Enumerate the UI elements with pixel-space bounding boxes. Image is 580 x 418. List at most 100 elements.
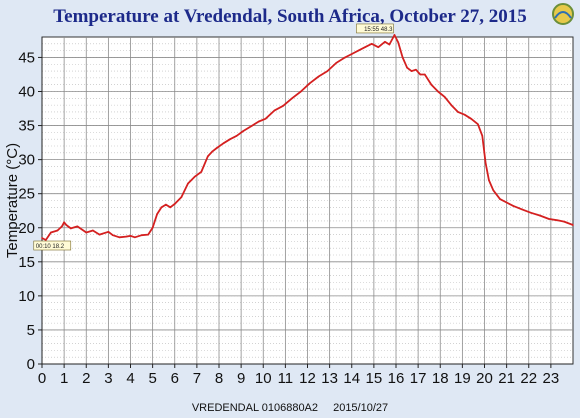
x-tick-label: 3: [104, 370, 112, 387]
series-points: [41, 34, 574, 241]
min-label-box: [33, 240, 72, 251]
data-point: [63, 221, 65, 224]
data-point: [242, 130, 245, 132]
data-point: [264, 117, 267, 120]
data-point: [229, 138, 231, 140]
data-point: [92, 229, 94, 232]
data-point: [140, 234, 143, 237]
data-point: [384, 40, 386, 43]
x-tick-label: 10: [255, 370, 272, 387]
data-point: [326, 70, 329, 72]
footer: VREDENDAL 0106880A2 2015/10/27: [0, 402, 580, 414]
max-annotation: 15:55 48.3: [356, 23, 394, 34]
data-point: [258, 120, 260, 123]
logo-icon: [552, 3, 574, 25]
data-point: [415, 68, 417, 71]
data-point: [50, 231, 52, 234]
data-point: [65, 224, 68, 226]
data-point: [499, 198, 501, 200]
y-tick-label: 45: [18, 49, 35, 66]
y-tick-label: 20: [18, 220, 35, 237]
data-point: [521, 208, 523, 211]
data-point: [300, 90, 302, 93]
data-point: [156, 213, 158, 215]
data-point: [160, 206, 163, 209]
data-point: [44, 239, 47, 241]
x-tick-label: 4: [126, 370, 134, 387]
x-tick-label: 9: [237, 370, 245, 387]
x-tick-label: 1: [60, 370, 68, 387]
data-point: [344, 56, 346, 59]
data-point: [165, 203, 167, 206]
data-point: [410, 70, 413, 72]
data-point: [457, 111, 459, 113]
y-tick-label: 35: [18, 118, 35, 135]
grid: [42, 37, 573, 365]
x-tick-label: 6: [171, 370, 179, 387]
data-point: [370, 43, 373, 45]
data-point: [492, 189, 495, 192]
data-point: [572, 224, 574, 226]
x-tick-label: 11: [278, 370, 294, 387]
data-point: [107, 231, 110, 233]
data-point: [505, 201, 508, 204]
x-tick-label: 19: [454, 370, 471, 387]
y-tick-label: 30: [18, 152, 35, 169]
y-tick-label: 25: [18, 186, 35, 203]
min-annotation: 00:10 18.2: [33, 240, 72, 251]
x-tick-label: 16: [388, 370, 405, 387]
data-point: [200, 171, 203, 173]
data-point: [169, 206, 172, 209]
data-point: [477, 123, 479, 125]
data-point: [173, 203, 176, 205]
data-point: [484, 162, 487, 164]
data-point: [357, 49, 360, 52]
data-point: [443, 96, 446, 98]
data-point: [273, 109, 276, 112]
data-point: [335, 62, 338, 64]
min-label: 00:10 18.2: [36, 244, 65, 250]
data-point: [235, 134, 238, 137]
x-tick-label: 12: [299, 370, 316, 387]
x-tick-label: 13: [321, 370, 338, 387]
data-point: [118, 236, 121, 239]
data-point: [282, 105, 284, 107]
data-point: [393, 34, 396, 36]
data-point: [350, 53, 353, 55]
data-point: [308, 82, 311, 85]
data-point: [512, 205, 515, 207]
data-point: [539, 214, 541, 217]
data-point: [134, 236, 136, 239]
y-tick-label: 5: [27, 322, 35, 339]
data-point: [419, 73, 422, 76]
x-tick-label: 2: [82, 370, 90, 387]
data-point: [69, 227, 72, 230]
x-axis: 0 1 2 3 4 5 6 7 8 9 10 11 12 13 14 15 16 17 18 19 20 21 22 23: [38, 363, 573, 387]
data-point: [147, 233, 149, 236]
x-tick-label: 17: [410, 370, 427, 387]
y-tick-label: 40: [18, 84, 35, 101]
data-point: [215, 147, 218, 149]
station-id: VREDENDAL 0106880A2: [191, 402, 319, 414]
data-point: [423, 73, 426, 76]
data-point: [401, 56, 404, 59]
data-point: [56, 229, 59, 232]
data-point: [85, 231, 88, 234]
report-date: 2015/10/27: [333, 402, 389, 414]
data-point: [450, 104, 453, 106]
data-point: [470, 117, 473, 120]
max-label: 15:55 48.3: [364, 27, 393, 33]
data-point: [530, 211, 532, 214]
data-point: [364, 46, 366, 49]
temperature-series-line: [41, 34, 574, 241]
y-axis-label: Temperature (°C): [4, 143, 21, 258]
data-point: [488, 179, 490, 181]
chart-title: Temperature at Vredendal, South Africa, …: [53, 6, 527, 27]
x-tick-label: 22: [520, 370, 537, 387]
y-tick-label: 15: [18, 254, 35, 271]
data-point: [251, 124, 253, 127]
x-tick-label: 5: [148, 370, 156, 387]
data-point: [180, 196, 183, 198]
data-point: [129, 235, 132, 237]
x-tick-label: 20: [476, 370, 493, 387]
